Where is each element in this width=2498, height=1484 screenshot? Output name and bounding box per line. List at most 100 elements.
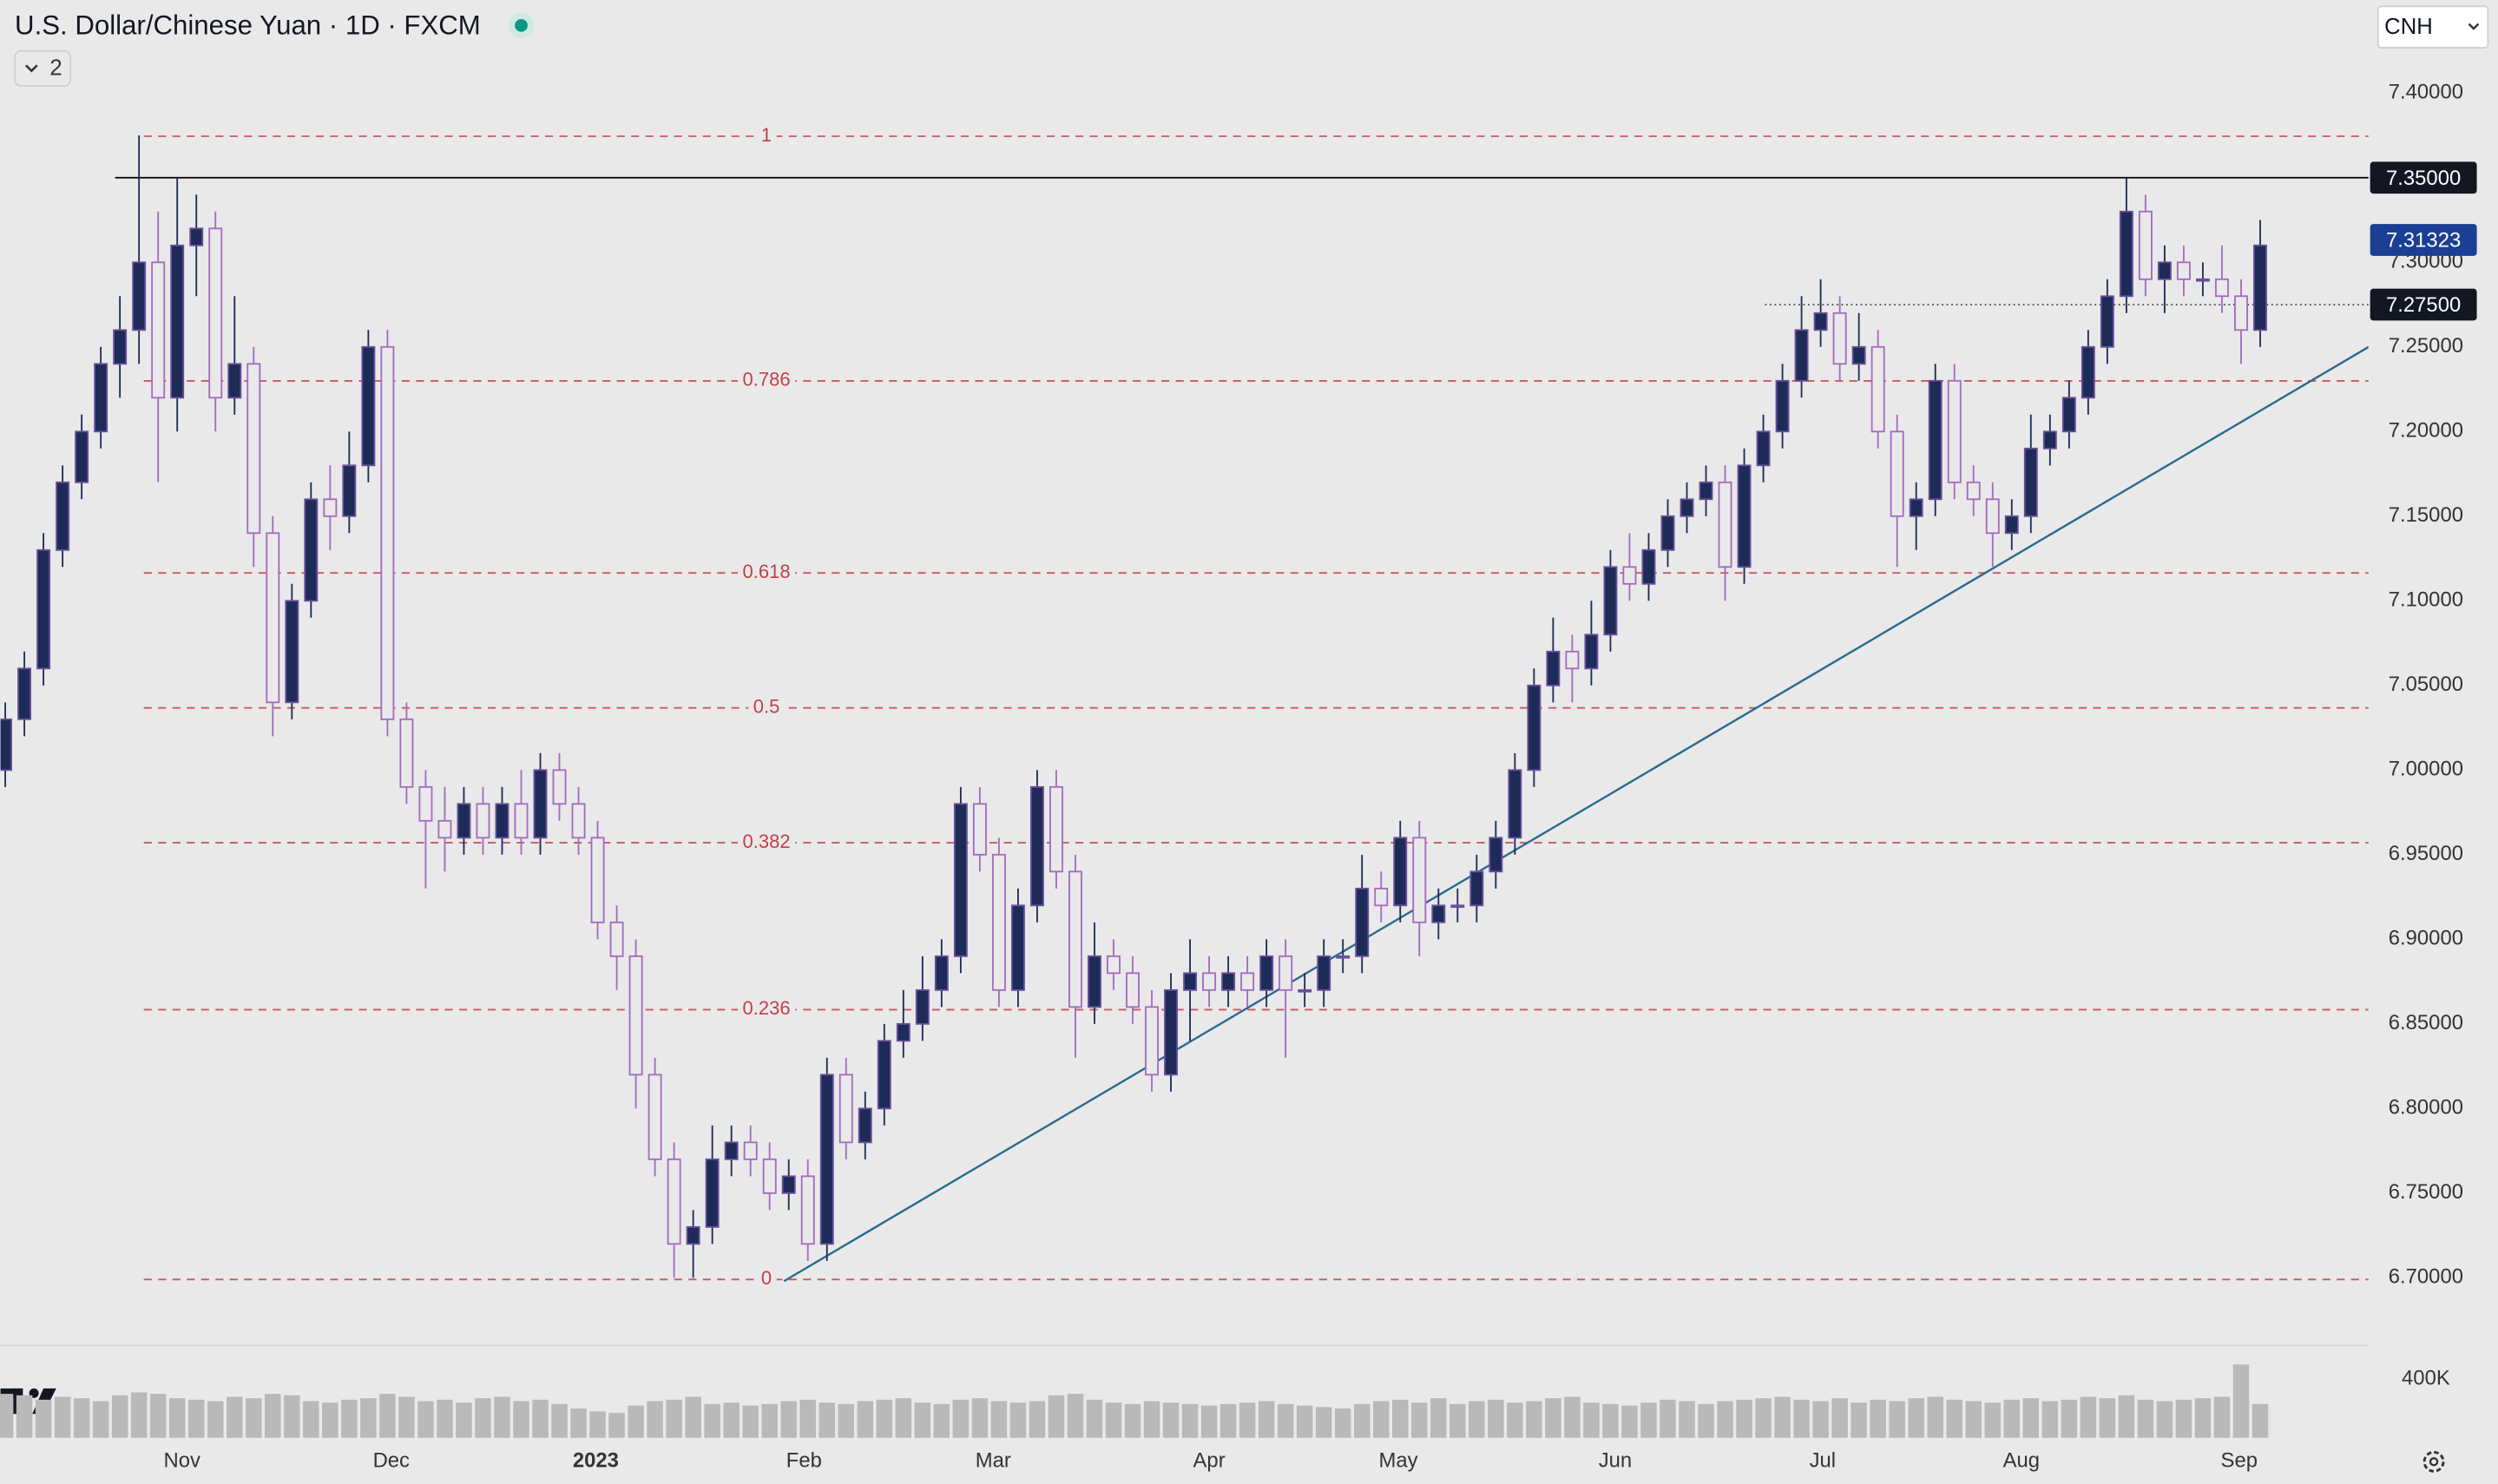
volume-bar xyxy=(1372,1401,1390,1438)
indicator-toggle-box[interactable] xyxy=(14,49,72,87)
volume-bar xyxy=(0,1394,14,1438)
volume-bar xyxy=(54,1396,71,1438)
volume-bar xyxy=(1507,1402,1523,1438)
candle-body xyxy=(1947,379,1962,483)
y-tick-label: 7.20000 xyxy=(2389,419,2463,443)
symbol-menu-box[interactable] xyxy=(2376,5,2489,49)
volume-bar xyxy=(2003,1399,2021,1438)
volume-bar xyxy=(952,1399,970,1438)
volume-bar xyxy=(933,1403,950,1438)
volume-bar xyxy=(1640,1402,1657,1438)
candle-body xyxy=(495,803,509,839)
volume-bar xyxy=(2213,1396,2231,1438)
volume-bar xyxy=(2232,1364,2250,1438)
candle-body xyxy=(514,803,529,839)
volume-bar xyxy=(2137,1399,2154,1438)
volume-bar xyxy=(398,1396,415,1438)
candle-body xyxy=(1775,379,1790,433)
volume-bar xyxy=(1812,1401,1829,1438)
chevron xyxy=(24,64,38,73)
candle-body xyxy=(323,498,338,517)
candle-body xyxy=(2157,261,2172,280)
candle-body xyxy=(1890,430,1904,517)
volume-bar xyxy=(742,1405,759,1438)
volume-bar xyxy=(1411,1402,1428,1438)
plot-area: 1 0.786 0.618 0.5 0.382 0.236 0 xyxy=(0,123,2369,1290)
candle-body xyxy=(858,1107,872,1144)
candle-body xyxy=(686,1225,700,1245)
volume-bar xyxy=(857,1401,874,1438)
candle-body xyxy=(151,261,166,399)
volume-bar xyxy=(704,1403,720,1438)
volume-bar xyxy=(1009,1402,1027,1438)
candle-body xyxy=(2004,515,2019,535)
volume-bar xyxy=(227,1396,243,1438)
fib-label-bg xyxy=(738,997,796,1020)
candle-body xyxy=(56,481,70,551)
candle-body xyxy=(781,1175,796,1194)
candle-body xyxy=(1469,870,1484,907)
candle-body xyxy=(609,921,624,957)
candle-body xyxy=(1183,972,1198,991)
candle-body xyxy=(1145,1006,1160,1076)
volume-bar xyxy=(1545,1398,1561,1438)
volume-bar xyxy=(1258,1401,1275,1438)
candle-body xyxy=(571,803,586,839)
indicator-toggle[interactable]: 2 xyxy=(14,49,72,87)
volume-bar xyxy=(2118,1395,2135,1438)
candle-body xyxy=(1450,904,1465,909)
candle-body xyxy=(1603,566,1618,636)
volume-bar xyxy=(1124,1403,1141,1438)
x-tick-label: Mar xyxy=(976,1449,1011,1473)
y-tick-label: 7.25000 xyxy=(2389,334,2463,358)
fib-label-bg xyxy=(738,830,796,852)
candle-body xyxy=(1279,955,1293,991)
volume-bar xyxy=(168,1398,186,1438)
candle-body xyxy=(1355,887,1370,957)
candle-body xyxy=(1374,887,1389,907)
volume-bar xyxy=(685,1396,701,1438)
x-tick-label: Feb xyxy=(786,1449,822,1473)
volume-bar xyxy=(1239,1402,1256,1438)
candle-body xyxy=(2100,295,2114,348)
candle-body xyxy=(399,718,414,788)
candle-body xyxy=(667,1158,681,1245)
candle-body xyxy=(304,498,319,602)
symbol-menu-label: CNH xyxy=(2384,15,2433,39)
x-tick-label: Nov xyxy=(163,1449,200,1473)
candle-body xyxy=(2023,447,2038,517)
volume-bar xyxy=(417,1401,434,1438)
volume-bar xyxy=(1162,1402,1180,1438)
candle-body xyxy=(1029,785,1044,907)
candle-body xyxy=(724,1141,739,1160)
candle-body xyxy=(2195,278,2210,282)
y-tick-label: 6.70000 xyxy=(2389,1265,2463,1289)
candle-body xyxy=(36,548,51,670)
volume-bar xyxy=(1870,1399,1886,1438)
settings-icon[interactable] xyxy=(2422,1450,2445,1473)
candle-body xyxy=(991,853,1006,991)
volume-bar xyxy=(207,1401,224,1438)
y-tick-label: 7.00000 xyxy=(2389,758,2463,781)
volume-bar xyxy=(2099,1398,2116,1438)
volume-bar xyxy=(1889,1401,1905,1438)
candle-body xyxy=(1010,904,1025,991)
volume-bar xyxy=(1143,1401,1160,1438)
y-tick-label: 6.80000 xyxy=(2389,1096,2463,1120)
axis-area: 7.400007.300007.250007.200007.150007.100… xyxy=(163,81,2477,1473)
volume-bar xyxy=(1067,1394,1084,1438)
volume-bar xyxy=(628,1405,644,1438)
x-tick-label: 2023 xyxy=(573,1449,619,1473)
volume-bar xyxy=(799,1399,816,1438)
symbol-menu[interactable]: CNH xyxy=(2376,5,2489,49)
candle-body xyxy=(170,244,185,399)
candle-body xyxy=(266,532,280,704)
volume-bar xyxy=(149,1394,167,1438)
volume-bar xyxy=(1200,1405,1218,1438)
candle-body xyxy=(1240,972,1255,991)
volume-bar xyxy=(666,1399,682,1438)
volume-bar xyxy=(532,1399,549,1438)
candle-body xyxy=(2081,345,2095,399)
candle-body xyxy=(457,803,471,839)
